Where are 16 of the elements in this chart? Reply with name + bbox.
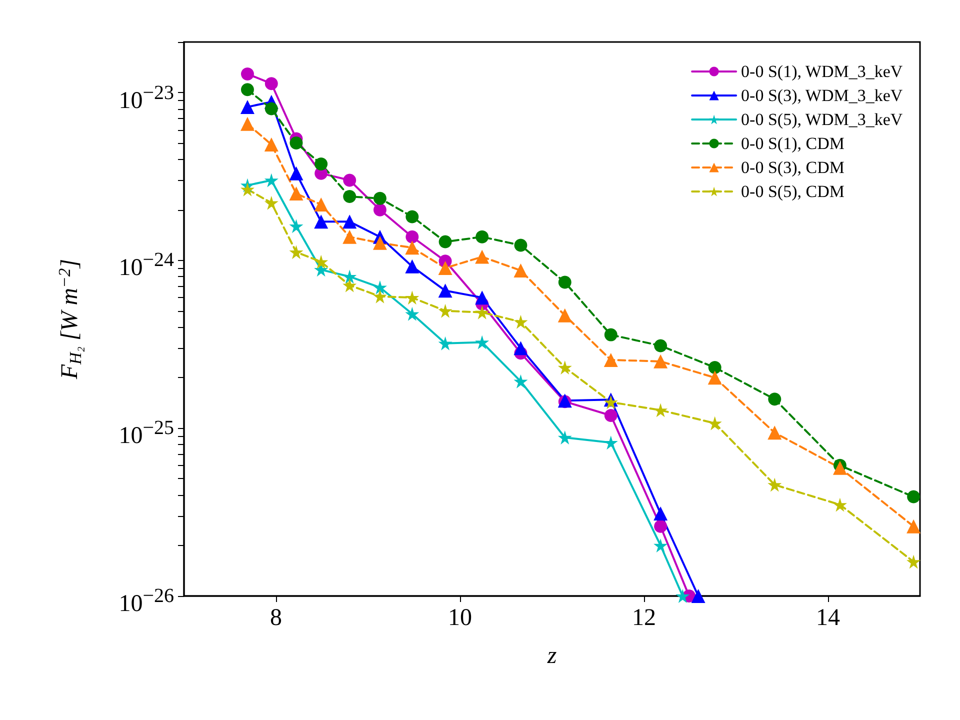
y-tick-label: 10$^{−24}$ [118,248,174,282]
legend-label: 0-0 S(1), CDM [741,134,844,153]
legend-label: 0-0 S(3), CDM [741,158,844,177]
legend-label: 0-0 S(1), WDM_3_keV [741,62,904,81]
y-tick-label: 10$^{−26}$ [118,584,174,617]
y-tick-label: 10$^{−23}$ [118,80,174,114]
x-axis-title: z [546,643,558,669]
legend-label: 0-0 S(3), WDM_3_keV [741,86,904,105]
x-tick-label: 10 [448,605,472,631]
y-axis-title: FH₂ [W m−2] [55,258,85,380]
x-tick-label: 12 [632,605,656,631]
x-tick-label: 14 [816,605,840,631]
legend-label: 0-0 S(5), WDM_3_keV [741,110,904,129]
x-tick-label: 8 [270,605,282,631]
y-tick-label: 10$^{−25}$ [118,416,174,450]
legend-label: 0-0 S(5), CDM [741,182,844,201]
